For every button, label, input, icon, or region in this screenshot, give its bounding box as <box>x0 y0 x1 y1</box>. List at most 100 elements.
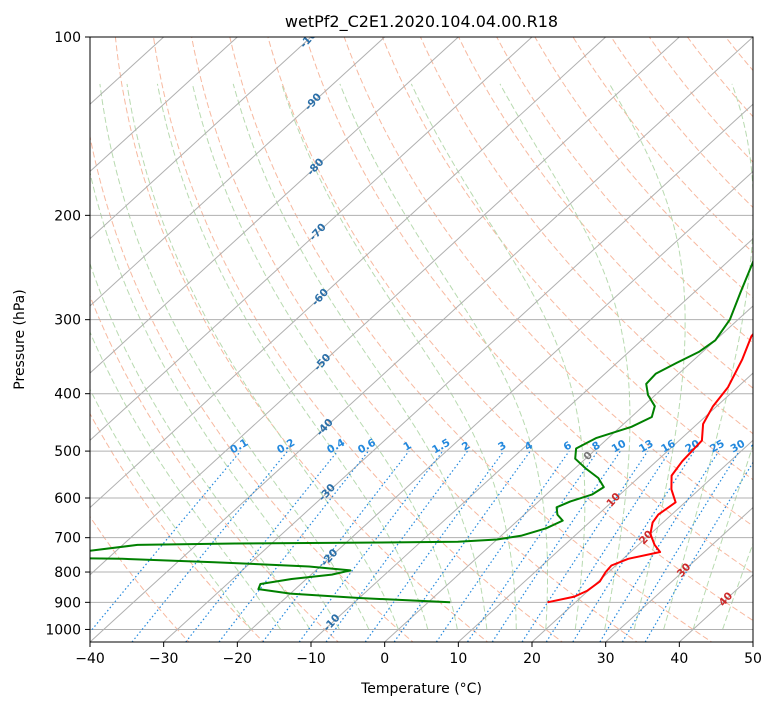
y-tick-label: 100 <box>54 30 81 46</box>
isotherm-label: -70 <box>307 221 329 243</box>
moist-adiabat <box>90 330 281 630</box>
mixing-ratio-line <box>599 450 720 642</box>
dry-adiabat <box>458 37 753 389</box>
isotherm-label: -40 <box>314 417 336 439</box>
plot-frame <box>89 36 754 643</box>
mixing-ratio-line <box>491 450 621 642</box>
y-tick-label: 200 <box>54 208 81 224</box>
x-tick-label: −40 <box>75 651 105 667</box>
x-tick-label: 50 <box>744 651 762 667</box>
mixing-ratio-line <box>621 450 740 642</box>
mixing-ratio-line <box>466 450 599 642</box>
moist-adiabat <box>663 83 753 630</box>
isotherm-label: -90 <box>302 91 324 113</box>
background-labels: 0.1 0.2 0.4 0.6 1 1.5 2 3 4 6 8 10 13 16 20 25 30 36-100-… <box>228 37 768 634</box>
x-tick-label: 20 <box>523 651 541 667</box>
mixing-ratio-label: 13 <box>637 438 656 456</box>
dry-adiabat <box>343 37 753 527</box>
mixing-ratio-label: 25 <box>708 438 727 456</box>
mixing-ratio-line <box>393 450 531 642</box>
isotherm-gridline <box>90 37 386 307</box>
isotherm-label: -80 <box>305 156 327 178</box>
mixing-ratio-line <box>131 450 289 642</box>
mixing-ratio-label: 0.1 <box>228 437 250 457</box>
moist-adiabat <box>499 83 631 630</box>
isotherm-label: -50 <box>312 351 334 373</box>
isotherm-gridline <box>90 37 680 576</box>
mixing-ratio-label: 30 <box>729 438 748 456</box>
y-tick-label: 400 <box>54 387 81 403</box>
mixing-ratio-line <box>364 450 505 642</box>
isotherm-gridline <box>90 37 607 509</box>
dewpoint-line <box>90 259 753 604</box>
y-tick-label: 600 <box>54 491 81 507</box>
mixing-ratio-line <box>545 450 671 642</box>
mixing-ratio-line <box>90 450 242 633</box>
isotherm-gridline <box>90 37 238 173</box>
mixing-ratio-line <box>435 450 570 642</box>
dry-adiabat <box>753 24 775 645</box>
isotherm-gridline <box>236 170 753 642</box>
moist-adiabat <box>410 83 586 630</box>
y-axis: 100 200 300 400 500 600 700 800 900 1000 <box>45 30 90 638</box>
moist-adiabat <box>722 542 753 630</box>
moist-adiabat <box>126 83 399 630</box>
dry-adiabat <box>419 37 753 435</box>
mixing-ratio-label: 20 <box>683 438 702 456</box>
mixing-ratio-label: 10 <box>610 438 629 456</box>
y-tick-label: 800 <box>54 565 81 581</box>
dry-adiabat <box>152 37 564 642</box>
x-axis: −40 −30 −20 −10 0 10 20 30 40 50 <box>75 642 762 667</box>
moist-adiabat <box>90 262 311 630</box>
x-tick-label: 10 <box>449 651 467 667</box>
mixing-ratio-line <box>262 450 410 642</box>
x-tick-label: −30 <box>149 651 179 667</box>
mixing-ratio-label: 1.5 <box>430 437 452 457</box>
y-tick-label: 300 <box>54 313 81 329</box>
moist-adiabat <box>90 170 340 630</box>
isotherm-label: -60 <box>309 286 331 308</box>
moist-adiabat <box>99 83 370 630</box>
x-tick-label: −20 <box>223 651 253 667</box>
y-tick-label: 900 <box>54 595 81 611</box>
x-tick-label: 30 <box>597 651 615 667</box>
y-tick-label: 700 <box>54 531 81 547</box>
mixing-ratio-line <box>218 450 369 642</box>
moist-adiabat <box>339 83 548 630</box>
y-tick-label: 500 <box>54 444 81 460</box>
dry-adiabat <box>90 294 339 642</box>
moist-adiabat <box>156 83 429 630</box>
isotherm-label: -20 <box>319 547 341 569</box>
isotherm-gridline <box>90 37 459 374</box>
x-tick-label: 40 <box>670 651 688 667</box>
mixing-ratio-line <box>325 450 468 642</box>
chart-title: wetPf2_C2E1.2020.104.04.00.R18 <box>285 12 558 32</box>
profile-series <box>90 259 753 604</box>
mixing-ratio-line <box>298 450 444 642</box>
mixing-ratio-label: 0.4 <box>325 437 347 457</box>
moist-adiabat <box>90 388 252 630</box>
dry-adiabat <box>90 515 190 642</box>
dry-adiabat <box>496 37 753 344</box>
dry-adiabat <box>305 37 753 574</box>
x-tick-label: 0 <box>380 651 389 667</box>
mixing-ratio-label: 16 <box>659 438 678 456</box>
dry-adiabat <box>686 37 753 118</box>
mixing-ratio-label: 0.6 <box>356 437 378 457</box>
moist-adiabat <box>692 443 753 630</box>
isotherm-gridline <box>752 641 753 642</box>
isotherm-gridline <box>457 372 753 642</box>
moist-adiabat <box>609 83 686 630</box>
mixing-ratio-lines <box>90 450 753 642</box>
x-tick-label: −10 <box>296 651 326 667</box>
dry-adiabat <box>534 37 753 299</box>
y-tick-label: 1000 <box>45 622 81 638</box>
isotherm-gridline <box>605 506 753 642</box>
isotherm-gridline <box>163 103 753 642</box>
mixing-ratio-line <box>185 450 339 642</box>
mixing-ratio-label: 36 <box>749 438 768 456</box>
y-axis-title: Pressure (hPa) <box>12 289 28 389</box>
x-axis-title: Temperature (°C) <box>360 681 482 697</box>
dry-adiabat <box>724 37 753 72</box>
